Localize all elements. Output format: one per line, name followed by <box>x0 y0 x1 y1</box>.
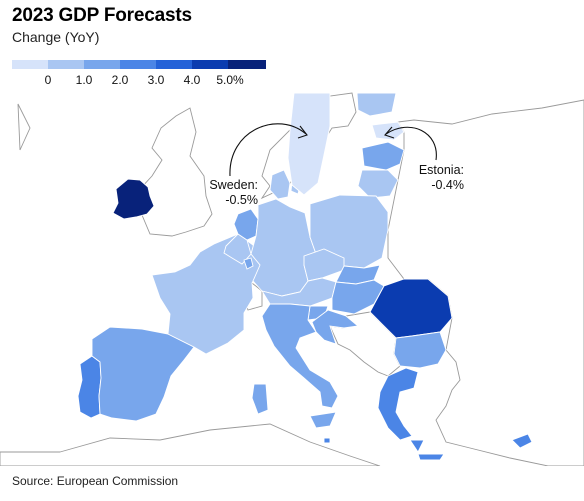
non-eu-region-5 <box>0 423 381 466</box>
country-luxembourg <box>243 257 254 270</box>
country-malta <box>323 437 331 444</box>
legend-swatch-4 <box>156 60 192 69</box>
non-eu-region-0 <box>140 107 213 237</box>
legend-label-4: 4.0 <box>183 73 201 87</box>
estonia-arrow <box>385 126 437 161</box>
legend-swatch-3 <box>120 60 156 69</box>
legend-swatch-0 <box>12 60 48 69</box>
non-eu-region-6 <box>17 103 31 151</box>
country-finland <box>356 92 397 117</box>
sweden-callout-value: -0.5% <box>225 193 258 207</box>
country-netherlands <box>233 208 259 241</box>
estonia-arrow-head <box>384 126 395 139</box>
legend-label-0: 0 <box>44 73 52 87</box>
legend-swatch-6 <box>228 60 266 69</box>
country-portugal <box>77 355 102 419</box>
country-lithuania <box>357 169 399 199</box>
sweden-arrow <box>229 123 307 177</box>
legend-swatch-1 <box>48 60 84 69</box>
europe-map <box>0 92 584 466</box>
country-sweden <box>287 92 331 196</box>
estonia-callout-value: -0.4% <box>431 178 464 192</box>
callout-arrows <box>229 123 437 177</box>
legend-swatch-5 <box>192 60 228 69</box>
chart-title: 2023 GDP Forecasts <box>12 5 192 26</box>
estonia-callout: Estonia: -0.4% <box>410 163 464 193</box>
country-spain <box>91 326 195 422</box>
country-italy <box>251 303 339 429</box>
legend-label-5: 5.0% <box>216 73 244 87</box>
eu-countries <box>77 92 533 461</box>
sweden-callout-label: Sweden: <box>209 178 258 192</box>
estonia-callout-label: Estonia: <box>418 163 464 177</box>
country-germany <box>250 198 317 297</box>
non-eu-land <box>0 92 584 466</box>
source-note: Source: European Commission <box>12 474 179 488</box>
country-cyprus <box>511 433 533 449</box>
sweden-callout: Sweden: -0.5% <box>198 178 258 208</box>
sweden-arrow-head <box>297 125 308 139</box>
chart-subtitle: Change (YoY) <box>12 29 100 45</box>
legend-label-2: 2.0 <box>111 73 129 87</box>
country-ireland <box>112 178 155 220</box>
color-legend: 0 1.0 2.0 3.0 4.0 5.0% <box>12 60 266 90</box>
country-latvia <box>361 141 405 171</box>
non-eu-region-2 <box>387 99 584 466</box>
country-bulgaria <box>393 331 447 369</box>
legend-swatch-2 <box>84 60 120 69</box>
country-czech-republic <box>303 248 345 282</box>
legend-label-3: 3.0 <box>147 73 165 87</box>
country-greece <box>377 367 445 461</box>
country-croatia <box>311 309 360 345</box>
country-poland <box>309 194 389 269</box>
legend-label-1: 1.0 <box>75 73 93 87</box>
